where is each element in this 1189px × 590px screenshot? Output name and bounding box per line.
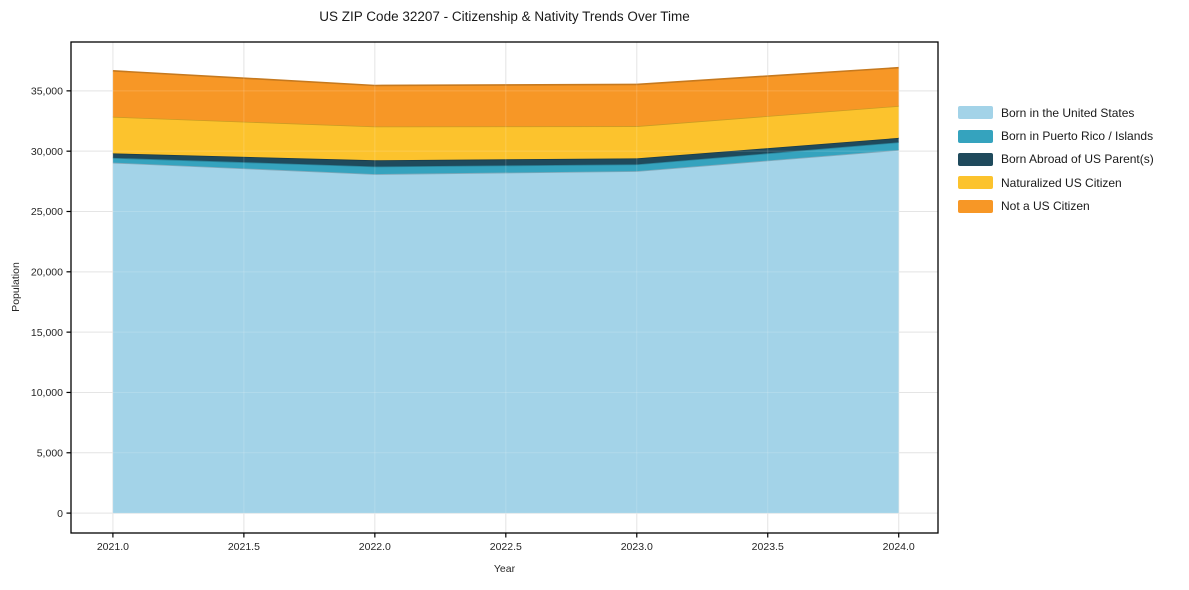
legend-swatch-icon [958,176,993,190]
legend-item: Not a US Citizen [958,195,1154,218]
legend: Born in the United States Born in Puerto … [958,101,1154,218]
legend-swatch-icon [958,152,993,166]
legend-label: Born in Puerto Rico / Islands [1001,129,1154,144]
x-tick-label: 2022.0 [359,541,391,553]
area-edge-not-a-us-citizen [112,66,899,87]
legend-label: Not a US Citizen [1001,199,1090,214]
legend-label: Born in the United States [1001,105,1135,120]
legend-item: Naturalized US Citizen [958,171,1154,194]
legend-label: Naturalized US Citizen [1001,175,1122,190]
area-born-in-the-united-states [112,149,899,514]
y-tick-label: 5,000 [37,447,63,459]
legend-label: Born Abroad of US Parent(s) [1001,152,1154,167]
legend-item: Born in Puerto Rico / Islands [958,124,1154,147]
y-tick-label: 10,000 [31,387,63,399]
x-axis-label: Year [493,563,516,575]
legend-swatch-icon [958,106,993,120]
y-tick-label: 30,000 [31,146,63,158]
y-tick-label: 25,000 [31,206,63,218]
legend-swatch-icon [958,199,993,213]
x-tick-label: 2023.5 [752,541,784,553]
x-tick-label: 2021.5 [228,541,260,553]
y-tick-label: 35,000 [31,86,63,98]
y-tick-label: 0 [57,508,63,520]
x-tick-label: 2021.0 [97,541,129,553]
legend-item: Born Abroad of US Parent(s) [958,148,1154,171]
area-born-in-puerto-rico-islands [112,142,899,175]
legend-swatch-icon [958,129,993,143]
y-axis-label: Population [10,262,22,312]
plot-frame [70,41,939,534]
y-tick-label: 20,000 [31,267,63,279]
x-tick-label: 2024.0 [883,541,915,553]
area-naturalized-us-citizen [112,105,899,161]
chart-title: US ZIP Code 32207 - Citizenship & Nativi… [319,9,690,24]
x-tick-label: 2022.5 [490,541,522,553]
y-tick-label: 15,000 [31,327,63,339]
x-tick-label: 2023.0 [621,541,653,553]
legend-item: Born in the United States [958,101,1154,124]
